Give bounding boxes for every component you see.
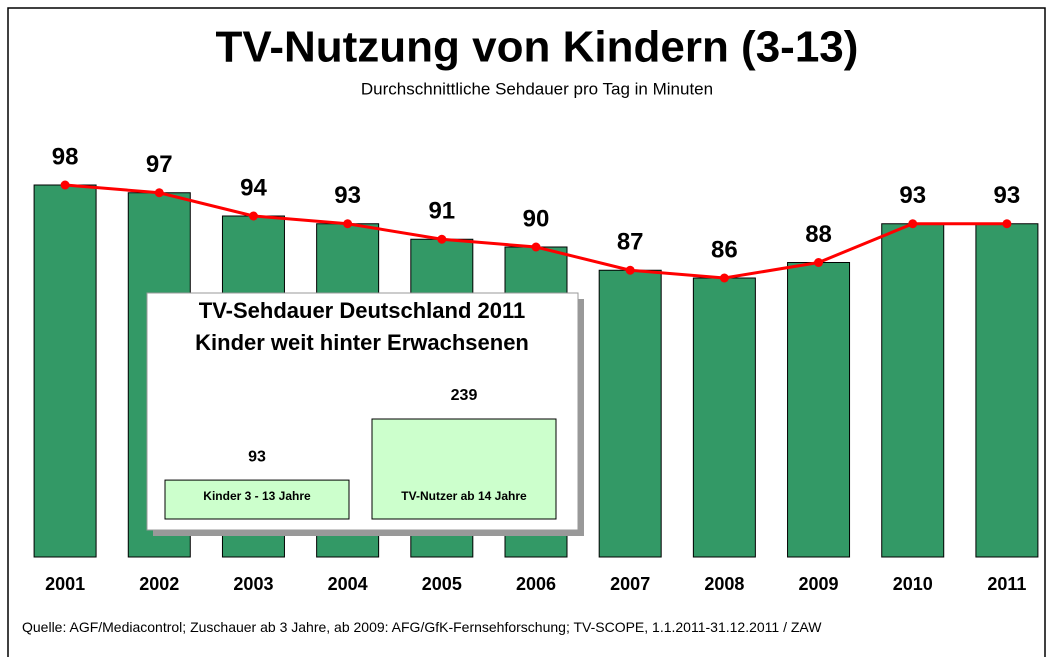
x-tick-label: 2011: [987, 574, 1026, 594]
bar: [33, 184, 97, 558]
value-label: 87: [617, 229, 644, 256]
line-point: [908, 219, 918, 229]
line-point: [625, 265, 635, 275]
line-point: [1002, 219, 1012, 229]
x-tick-label: 2005: [422, 574, 462, 594]
value-label: 86: [711, 236, 738, 263]
bar: [787, 262, 851, 558]
x-tick-label: 2007: [610, 574, 650, 594]
value-label: 93: [899, 182, 926, 209]
bar: [881, 223, 945, 558]
x-tick-label: 2008: [704, 574, 744, 594]
bar: [371, 418, 557, 520]
inset-chart: TV-Sehdauer Deutschland 2011 Kinder weit…: [146, 292, 584, 536]
value-label: 93: [248, 448, 266, 465]
value-label: 98: [52, 143, 79, 170]
source-box: Quelle: AGF/Mediacontrol; Zuschauer ab 3…: [22, 619, 822, 635]
value-label: 93: [334, 182, 361, 209]
x-tick-label: 2002: [139, 574, 179, 594]
line-point: [719, 273, 729, 283]
inset-title: TV-Sehdauer Deutschland 2011: [199, 298, 525, 323]
line-point: [437, 234, 447, 244]
x-tick-label: 2010: [893, 574, 933, 594]
bar: [164, 479, 350, 520]
category-label: Kinder 3 - 13 Jahre: [203, 489, 311, 503]
bar: [975, 223, 1039, 558]
value-label: 239: [451, 387, 478, 404]
line-point: [531, 242, 541, 252]
category-label: TV-Nutzer ab 14 Jahre: [401, 489, 527, 503]
value-label: 91: [428, 198, 455, 225]
line-point: [248, 211, 258, 221]
x-tick-label: 2001: [45, 574, 85, 594]
chart-title: TV-Nutzung von Kindern (3-13): [216, 23, 859, 72]
line-point: [343, 219, 353, 229]
line-point: [154, 188, 164, 198]
source: Quelle: AGF/Mediacontrol; Zuschauer ab 3…: [22, 619, 822, 635]
x-tick-label: 2006: [516, 574, 556, 594]
value-label: 97: [146, 151, 173, 178]
bar: [692, 277, 756, 558]
x-tick-label: 2009: [799, 574, 839, 594]
x-tick-label: 2004: [328, 574, 368, 594]
line-point: [814, 258, 824, 267]
bar: [598, 269, 662, 558]
value-label: 90: [523, 205, 550, 232]
value-label: 94: [240, 174, 267, 201]
chart-subtitle: Durchschnittliche Sehdauer pro Tag in Mi…: [361, 79, 713, 98]
value-label: 93: [994, 182, 1021, 209]
value-label: 88: [805, 221, 832, 248]
line-point: [60, 180, 70, 190]
x-tick-label: 2003: [233, 574, 273, 594]
inset-subtitle: Kinder weit hinter Erwachsenen: [195, 330, 529, 355]
